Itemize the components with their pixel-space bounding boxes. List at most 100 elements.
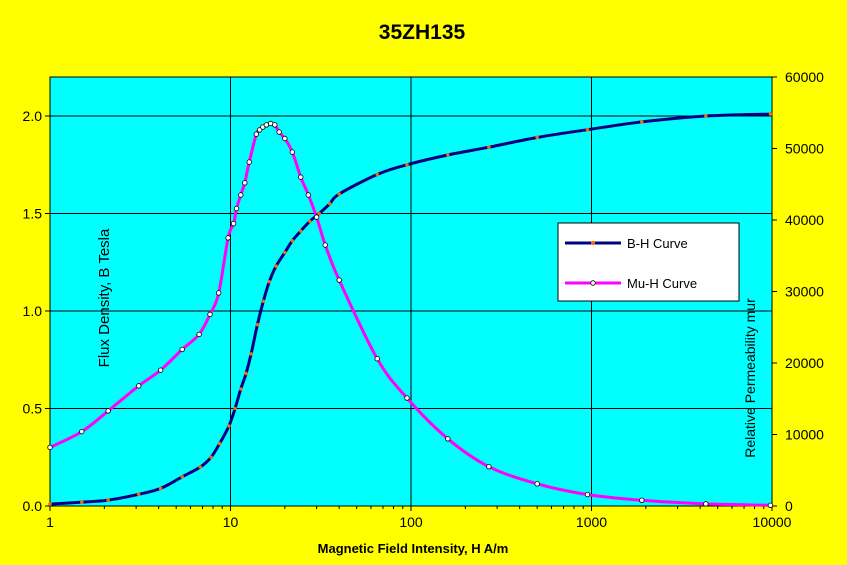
y2-tick-label: 0: [785, 498, 793, 514]
mu-h-point: [179, 346, 185, 353]
b-h-point: [328, 201, 332, 206]
mu-h-point: [246, 159, 252, 165]
x-tick-label: 1000: [576, 514, 607, 530]
mu-h-point: [336, 277, 342, 283]
series-layer: [47, 112, 774, 508]
mu-h-point: [105, 408, 111, 414]
x-axis-label: Magnetic Field Intensity, H A/m: [318, 541, 509, 556]
b-h-point: [337, 192, 341, 196]
b-h-point: [405, 162, 409, 167]
mu-h-point: [238, 192, 244, 198]
b-h-point: [317, 211, 321, 216]
b-h-point: [375, 172, 380, 177]
b-h-curve-line: [49, 112, 771, 506]
mu-h-point: [374, 356, 380, 362]
mu-h-point: [639, 497, 645, 503]
mu-h-point: [445, 436, 451, 442]
mu-h-point: [404, 395, 410, 401]
y2-tick-label: 10000: [785, 427, 824, 443]
x-tick-label: 1: [46, 514, 54, 530]
b-h-point: [487, 145, 491, 149]
chart-title: 35ZH135: [379, 21, 466, 44]
mu-h-point: [486, 463, 492, 470]
mu-h-point: [196, 331, 202, 338]
y2-tick-label: 20000: [785, 355, 824, 371]
y2-axis-ticks: 0 10000 20000 30000 40000 50000 60000: [772, 69, 824, 514]
y2-tick-label: 40000: [785, 212, 824, 228]
x-axis-ticks: 1 10 100 1000 10000: [46, 506, 792, 530]
y2-tick-label: 60000: [785, 69, 824, 85]
y-axis-ticks: 0.0 0.5 1.0 1.5 2.0: [23, 108, 50, 514]
mu-h-point: [276, 129, 282, 135]
legend-mu-label: Mu-H Curve: [627, 276, 697, 291]
mu-h-point: [263, 122, 270, 128]
mu-h-point: [305, 192, 312, 198]
mu-h-point: [233, 205, 240, 212]
b-h-point: [233, 406, 237, 411]
b-h-point: [290, 239, 295, 243]
mu-h-point: [242, 180, 248, 186]
mu-h-point: [207, 311, 213, 318]
mu-h-point: [225, 235, 231, 241]
mu-h-point: [298, 174, 304, 180]
y2-tick-label: 50000: [785, 141, 824, 157]
mu-h-point: [135, 383, 142, 389]
legend-bh-marker: [591, 241, 595, 245]
b-h-point: [274, 264, 278, 268]
b-h-point: [238, 387, 243, 391]
b-h-point: [136, 492, 141, 497]
x-tick-label: 10000: [753, 514, 792, 530]
mu-h-point: [322, 242, 328, 248]
b-h-point: [307, 219, 312, 224]
mu-h-point: [79, 428, 85, 435]
b-h-point: [704, 114, 708, 118]
b-h-point: [255, 322, 260, 327]
mu-h-point: [47, 444, 53, 451]
mu-h-point: [215, 290, 222, 296]
b-h-point: [535, 135, 539, 140]
y-axis-label: Flux Density, B Tesla: [96, 228, 113, 367]
y-tick-label: 1.5: [23, 206, 43, 222]
mu-h-point: [272, 122, 278, 128]
x-tick-label: 10: [223, 514, 239, 530]
y2-tick-label: 30000: [785, 284, 824, 300]
mu-h-point: [767, 502, 774, 508]
mu-h-point: [253, 131, 260, 137]
mu-h-point: [703, 501, 709, 507]
mu-h-point: [534, 481, 540, 487]
y-tick-label: 2.0: [23, 108, 43, 124]
b-h-point: [244, 371, 248, 376]
b-h-point: [48, 502, 52, 506]
b-h-point: [283, 250, 287, 255]
y-tick-label: 0.0: [23, 498, 43, 514]
b-h-point: [768, 112, 773, 116]
legend-bh-label: B-H Curve: [627, 236, 688, 251]
legend: B-H Curve Mu-H Curve: [557, 222, 740, 302]
y2-axis-label: Relative Permeability mur: [742, 298, 758, 458]
b-h-point: [158, 486, 163, 491]
b-h-point: [249, 352, 253, 356]
b-h-point: [261, 299, 266, 304]
mu-h-point: [584, 491, 591, 498]
b-h-point: [640, 120, 644, 124]
b-h-point: [79, 500, 84, 504]
b-h-point: [227, 424, 231, 428]
y-tick-label: 0.5: [23, 401, 43, 417]
b-h-point: [209, 455, 213, 460]
legend-box: [557, 222, 740, 302]
y-tick-label: 1.0: [23, 303, 43, 319]
b-h-point: [180, 474, 184, 479]
b-h-point: [298, 229, 303, 233]
mu-h-point: [313, 214, 320, 220]
b-h-point: [198, 465, 203, 469]
x-tick-label: 100: [399, 514, 423, 530]
b-h-point: [446, 153, 450, 157]
legend-mu-marker: [590, 280, 596, 286]
mu-h-point: [230, 220, 237, 227]
mu-h-point: [282, 135, 288, 142]
b-h-point: [106, 498, 110, 502]
b-h-point: [585, 127, 590, 132]
b-h-point: [217, 441, 222, 446]
mu-h-point: [157, 367, 164, 373]
